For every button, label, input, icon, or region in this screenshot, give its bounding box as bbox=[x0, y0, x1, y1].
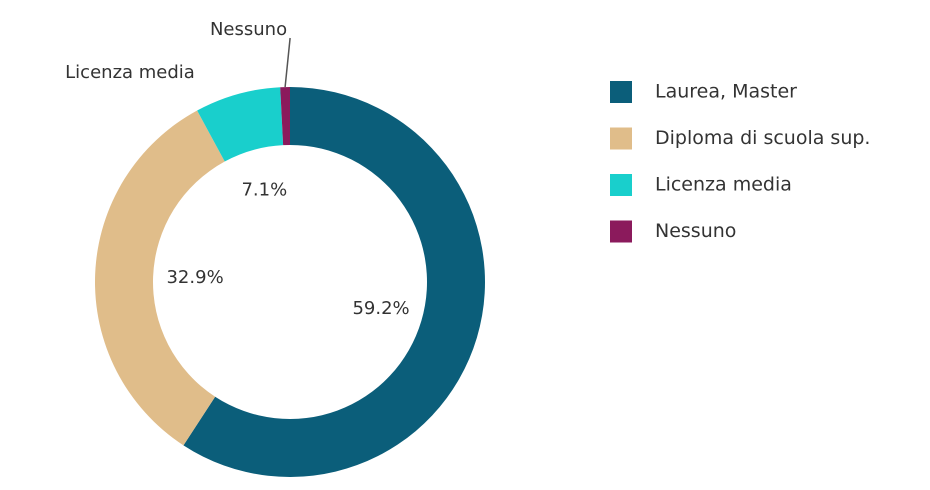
legend-swatch bbox=[610, 127, 632, 150]
value-label: 7.1% bbox=[241, 180, 287, 201]
donut-slice bbox=[197, 87, 284, 162]
legend-swatch bbox=[610, 220, 632, 243]
legend-swatch bbox=[610, 174, 632, 196]
slice-label: Licenza media bbox=[65, 62, 195, 83]
legend-swatch bbox=[610, 81, 632, 103]
value-label: 59.2% bbox=[352, 298, 409, 319]
legend-label: Diploma di scuola sup. bbox=[655, 127, 870, 149]
donut-slice bbox=[183, 87, 485, 478]
value-label: 32.9% bbox=[166, 267, 223, 288]
legend-label: Licenza media bbox=[655, 174, 792, 196]
legend-label: Laurea, Master bbox=[655, 81, 797, 103]
donut-slice bbox=[94, 110, 225, 446]
donut-slice bbox=[280, 87, 290, 146]
slice-label: Nessuno bbox=[210, 19, 287, 40]
legend-label: Nessuno bbox=[655, 220, 736, 242]
leader-line bbox=[284, 37, 291, 88]
